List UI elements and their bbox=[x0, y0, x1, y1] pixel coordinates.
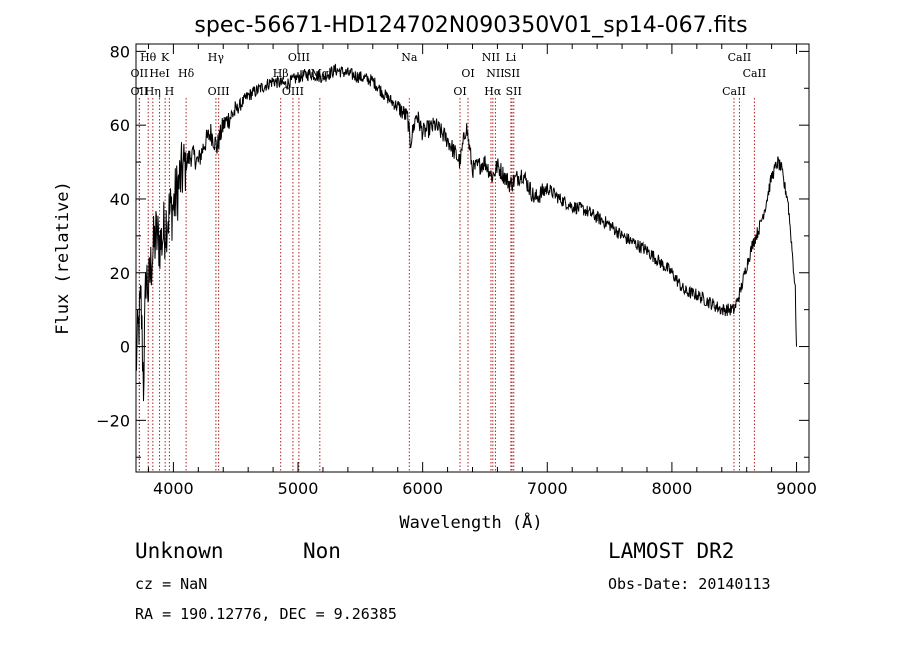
spectral-line-label: Hγ bbox=[208, 51, 225, 64]
spectral-line-label: OII bbox=[131, 67, 149, 80]
x-tick-label: 7000 bbox=[527, 479, 568, 498]
x-tick-label: 6000 bbox=[402, 479, 443, 498]
x-tick-label: 8000 bbox=[652, 479, 693, 498]
spectral-line-label: CaII bbox=[743, 67, 767, 80]
x-tick-label: 9000 bbox=[776, 479, 817, 498]
redshift-cz: cz = NaN bbox=[135, 575, 207, 593]
spectral-line-label: CaII bbox=[722, 85, 746, 98]
y-tick-label: 40 bbox=[110, 190, 130, 209]
spectral-line-label: NII bbox=[486, 67, 504, 80]
spectral-line-label: Hβ bbox=[273, 67, 289, 80]
survey-name: LAMOST DR2 bbox=[608, 539, 734, 563]
spectral-line-markers bbox=[138, 98, 755, 472]
y-tick-label: −20 bbox=[96, 411, 130, 430]
flux-series bbox=[135, 63, 797, 402]
y-tick-label: 20 bbox=[110, 264, 130, 283]
spectral-line-label: OIII bbox=[208, 85, 230, 98]
chart-title: spec-56671-HD124702N090350V01_sp14-067.f… bbox=[194, 13, 747, 38]
spectral-line-label: OI bbox=[453, 85, 466, 98]
y-tick-label: 0 bbox=[120, 338, 130, 357]
spectral-line-label: Mg bbox=[311, 67, 329, 80]
spectral-line-label: OI bbox=[461, 67, 474, 80]
x-axis-label: Wavelength (Å) bbox=[399, 511, 542, 533]
spectral-line-label: OIII bbox=[288, 51, 310, 64]
flux-line bbox=[135, 63, 797, 402]
y-tick-label: 80 bbox=[110, 42, 130, 61]
spectral-line-label: OII bbox=[131, 85, 149, 98]
y-axis: −20 0 20 40 60 80 bbox=[96, 42, 809, 458]
x-tick-label: 5000 bbox=[278, 479, 319, 498]
spectral-line-label: CaII bbox=[728, 51, 752, 64]
x-axis: 4000 5000 6000 7000 8000 9000 bbox=[147, 44, 817, 498]
spectral-line-label: K bbox=[161, 51, 170, 64]
spectral-line-label: Hδ bbox=[178, 67, 195, 80]
object-subclass: Non bbox=[303, 539, 341, 563]
spectral-line-label: Hα bbox=[484, 85, 502, 98]
spectral-line-label: Na bbox=[401, 51, 418, 64]
y-tick-label: 60 bbox=[110, 116, 130, 135]
spectral-line-label: NII bbox=[482, 51, 500, 64]
spectral-line-label: SII bbox=[506, 85, 522, 98]
spectral-line-label: Li bbox=[505, 51, 516, 64]
spectral-line-label: HeI bbox=[149, 67, 169, 80]
ra-dec: RA = 190.12776, DEC = 9.26385 bbox=[135, 605, 397, 623]
spectral-line-label: Hθ bbox=[140, 51, 157, 64]
x-tick-label: 4000 bbox=[153, 479, 194, 498]
spectral-line-label: SII bbox=[504, 67, 520, 80]
spectral-line-label: H bbox=[165, 85, 175, 98]
spectral-line-label: OIII bbox=[282, 85, 304, 98]
obs-date: Obs-Date: 20140113 bbox=[608, 575, 771, 593]
spectral-line-label: Hη bbox=[145, 85, 161, 98]
object-class: Unknown bbox=[135, 539, 224, 563]
y-axis-label: Flux (relative) bbox=[53, 181, 73, 335]
